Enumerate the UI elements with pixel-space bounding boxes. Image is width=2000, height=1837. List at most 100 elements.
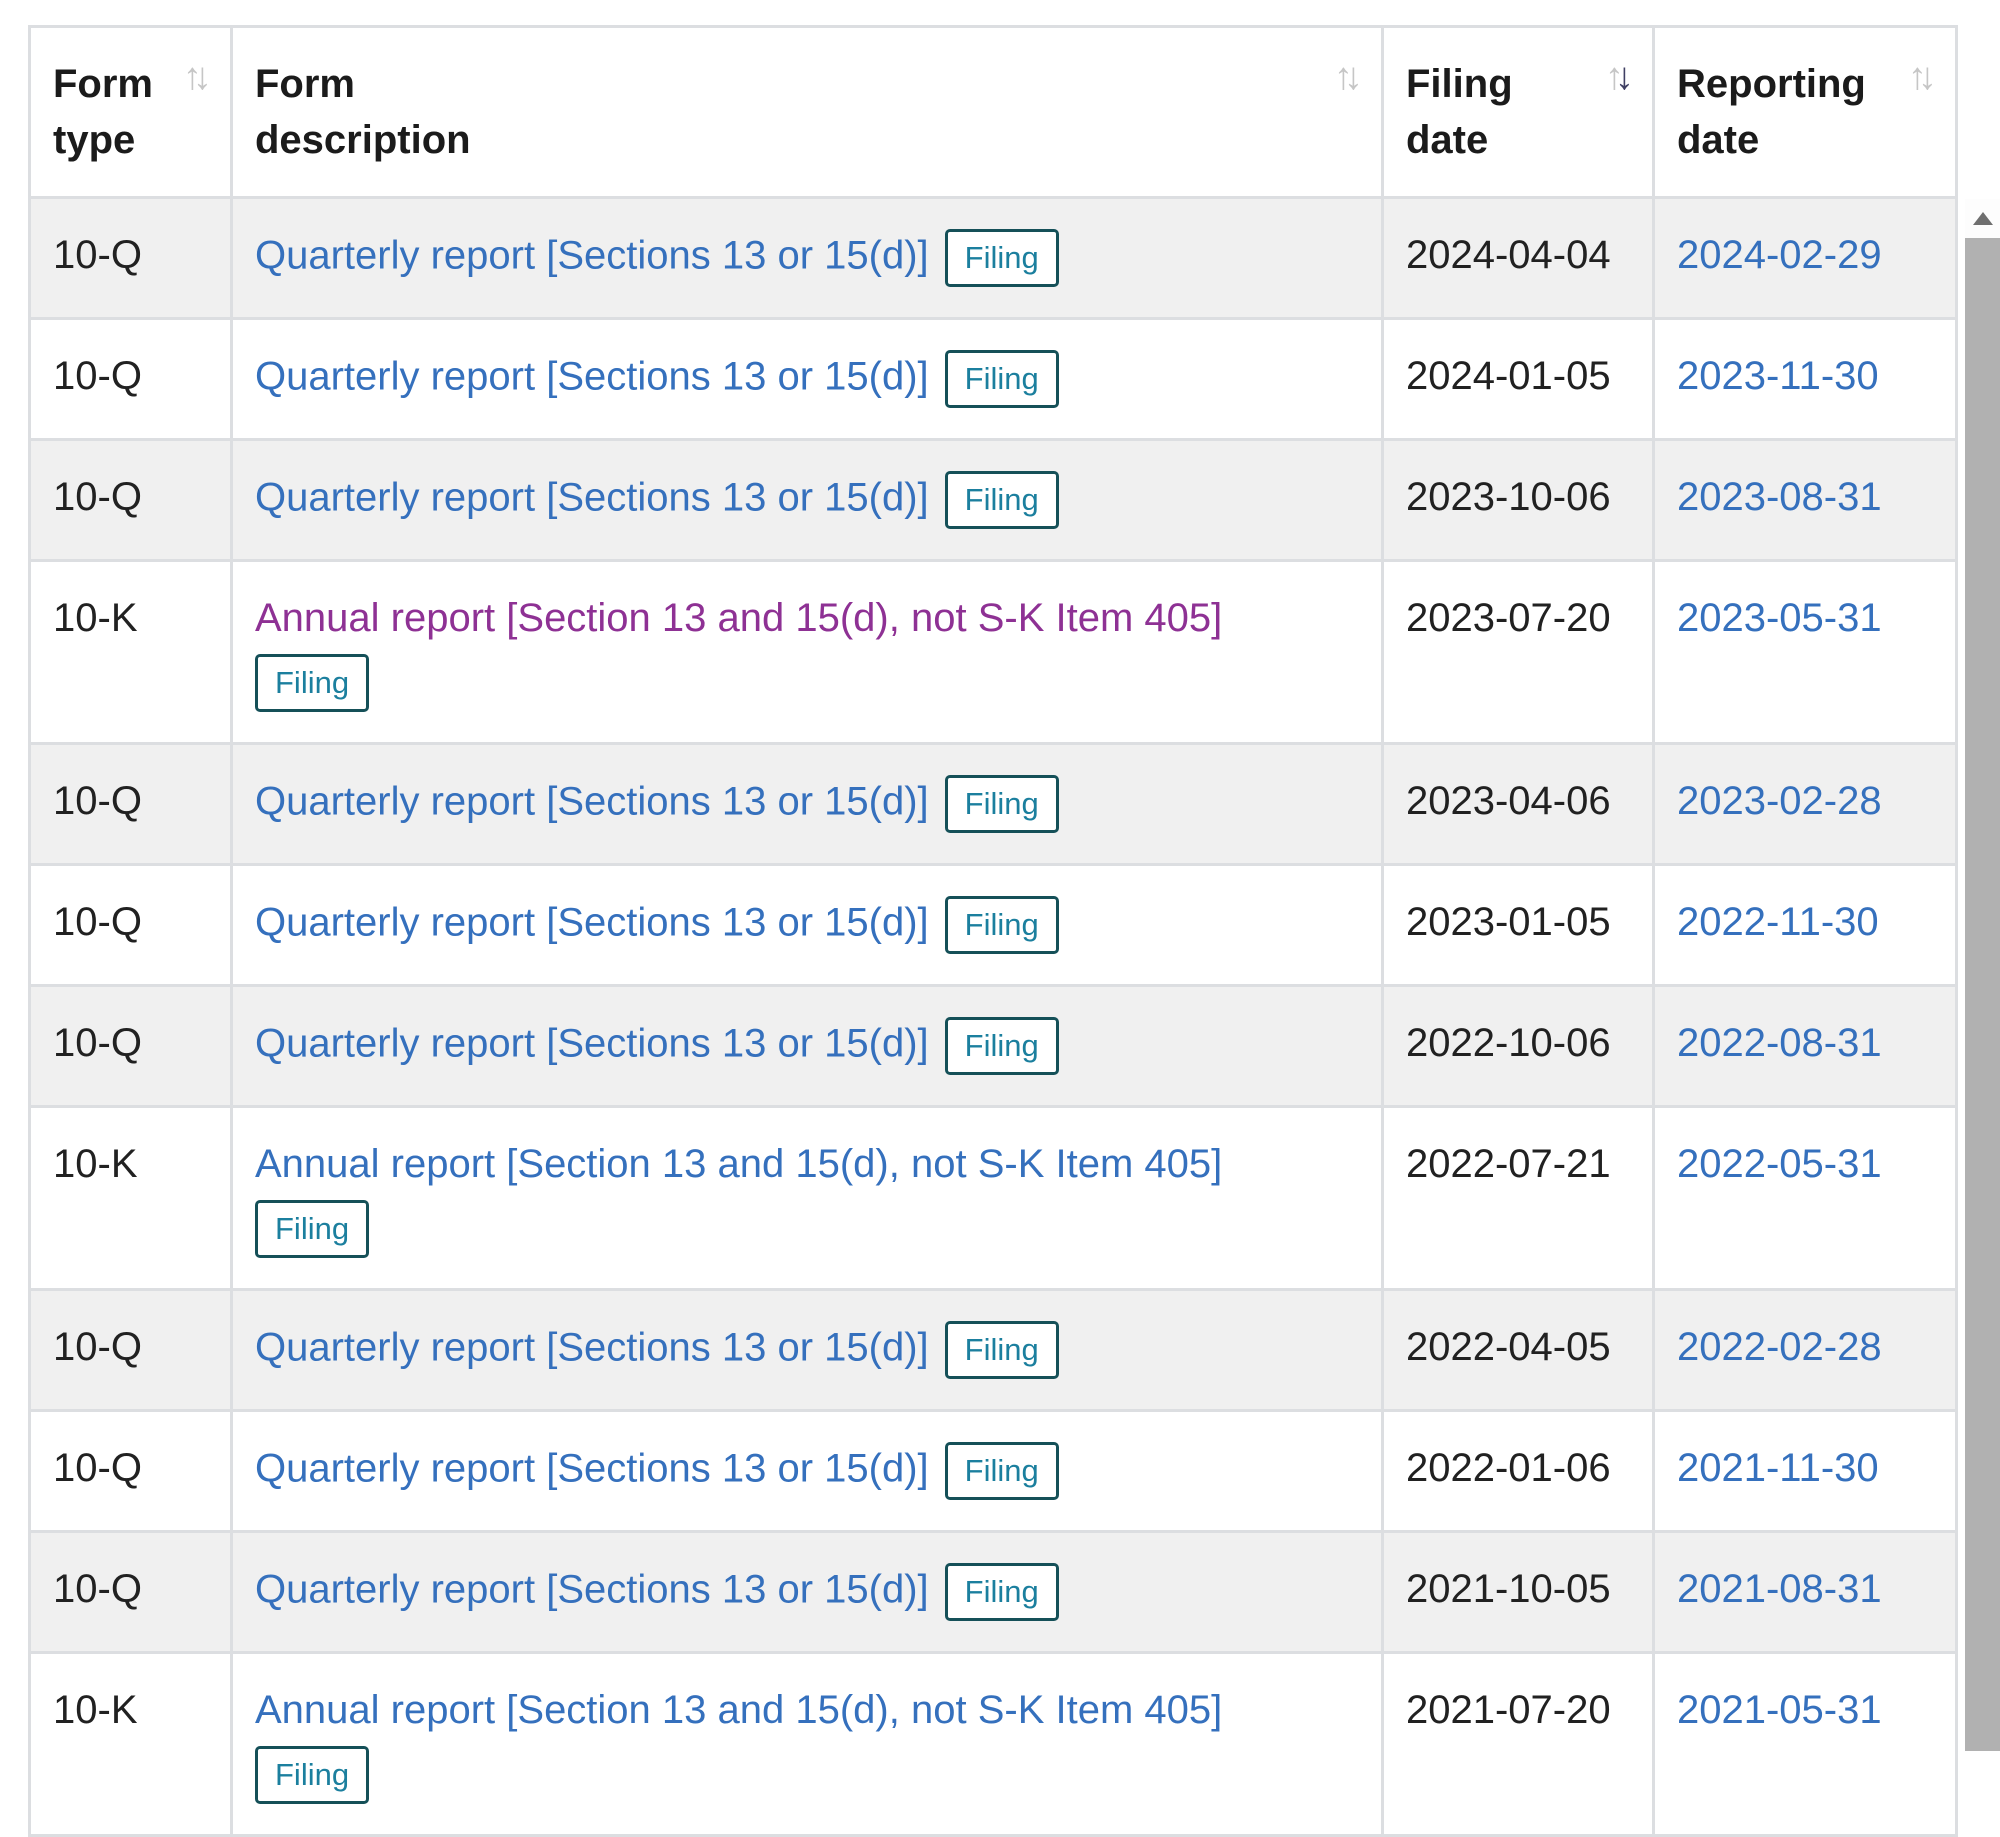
sort-down-arrow-icon: ↓ — [193, 56, 212, 98]
filing-date: 2023-01-05 — [1406, 900, 1611, 944]
reporting-date-link[interactable]: 2023-08-31 — [1677, 475, 1882, 519]
reporting-date-cell: 2023-08-31 — [1652, 438, 1958, 562]
form-description-cell: Quarterly report [Sections 13 or 15(d)] F… — [230, 438, 1384, 562]
table-body: 10-Q Quarterly report [Sections 13 or 15… — [28, 196, 1958, 1837]
reporting-date-link[interactable]: 2022-02-28 — [1677, 1325, 1882, 1369]
filing-button[interactable]: Filing — [944, 471, 1059, 529]
table-row: 10-Q Quarterly report [Sections 13 or 15… — [28, 984, 1958, 1108]
column-header-form-type[interactable]: Form type ↑↓ — [28, 25, 233, 199]
form-description-link[interactable]: Quarterly report [Sections 13 or 15(d)] — [255, 1325, 929, 1370]
form-description-link[interactable]: Annual report [Section 13 and 15(d), not… — [255, 1688, 1223, 1732]
scrollbar-thumb[interactable] — [1965, 238, 2000, 1751]
reporting-date-link[interactable]: 2022-11-30 — [1677, 900, 1879, 944]
filing-button[interactable]: Filing — [255, 654, 370, 712]
filing-button[interactable]: Filing — [944, 229, 1059, 287]
form-description-link[interactable]: Quarterly report [Sections 13 or 15(d)] — [255, 233, 929, 278]
reporting-date-link[interactable]: 2022-05-31 — [1677, 1142, 1882, 1186]
header-label-line1: Form — [255, 62, 355, 106]
reporting-date-cell: 2023-05-31 — [1652, 559, 1958, 745]
filing-button[interactable]: Filing — [944, 350, 1059, 408]
form-description-link[interactable]: Quarterly report [Sections 13 or 15(d)] — [255, 1446, 929, 1491]
reporting-date-cell: 2022-08-31 — [1652, 984, 1958, 1108]
column-header-filing-date[interactable]: Filing date ↑↓ — [1381, 25, 1655, 199]
filing-button[interactable]: Filing — [255, 1746, 370, 1804]
scrollbar-up-button[interactable] — [1965, 199, 2000, 238]
filing-button-wrap: Filing — [944, 1442, 1059, 1500]
form-type-cell: 10-Q — [28, 196, 233, 320]
filing-button[interactable]: Filing — [944, 1017, 1059, 1075]
form-description-link[interactable]: Quarterly report [Sections 13 or 15(d)] — [255, 1021, 929, 1066]
reporting-date-cell: 2021-05-31 — [1652, 1651, 1958, 1837]
header-label-line2: date — [1677, 118, 1760, 162]
reporting-date-cell: 2021-08-31 — [1652, 1530, 1958, 1654]
filing-date: 2021-10-05 — [1406, 1567, 1611, 1611]
filing-date-cell: 2022-07-21 — [1381, 1105, 1655, 1291]
sort-icon: ↑↓ — [1334, 58, 1363, 96]
filing-button-wrap: Filing — [944, 1563, 1059, 1621]
form-description-link[interactable]: Quarterly report [Sections 13 or 15(d)] — [255, 354, 929, 399]
form-description-cell: Quarterly report [Sections 13 or 15(d)] F… — [230, 1530, 1384, 1654]
sort-icon: ↑↓ — [183, 58, 212, 96]
filing-button[interactable]: Filing — [944, 1442, 1059, 1500]
form-type-cell: 10-Q — [28, 863, 233, 987]
reporting-date-link[interactable]: 2021-11-30 — [1677, 1446, 1879, 1490]
column-header-form-description[interactable]: Form description ↑↓ — [230, 25, 1384, 199]
form-type: 10-Q — [53, 1325, 142, 1369]
filing-date-cell: 2023-01-05 — [1381, 863, 1655, 987]
form-type: 10-Q — [53, 1567, 142, 1611]
header-label-line2: date — [1406, 118, 1489, 162]
filing-button[interactable]: Filing — [944, 775, 1059, 833]
form-description-link[interactable]: Quarterly report [Sections 13 or 15(d)] — [255, 900, 929, 945]
filing-date-cell: 2022-01-06 — [1381, 1409, 1655, 1533]
filing-button-wrap: Filing — [944, 350, 1059, 408]
filing-date-cell: 2024-04-04 — [1381, 196, 1655, 320]
reporting-date-link[interactable]: 2024-02-29 — [1677, 233, 1882, 277]
form-type: 10-Q — [53, 354, 142, 398]
reporting-date-cell: 2023-11-30 — [1652, 317, 1958, 441]
table-row: 10-Q Quarterly report [Sections 13 or 15… — [28, 742, 1958, 866]
header-row: Form type ↑↓ Form description ↑↓ Filing … — [28, 25, 1958, 199]
column-header-reporting-date[interactable]: Reporting date ↑↓ — [1652, 25, 1958, 199]
filing-date: 2022-10-06 — [1406, 1021, 1611, 1065]
filing-button-wrap: Filing — [944, 229, 1059, 287]
reporting-date-cell: 2022-02-28 — [1652, 1288, 1958, 1412]
reporting-date-cell: 2022-05-31 — [1652, 1105, 1958, 1291]
sort-up-arrow-icon: ↑ — [183, 56, 202, 98]
form-description-link[interactable]: Quarterly report [Sections 13 or 15(d)] — [255, 475, 929, 520]
vertical-scrollbar[interactable] — [1965, 199, 2000, 1751]
sort-icon: ↑↓ — [1908, 58, 1937, 96]
filing-date: 2023-07-20 — [1406, 596, 1611, 640]
filing-date-cell: 2023-07-20 — [1381, 559, 1655, 745]
filing-button[interactable]: Filing — [255, 1200, 370, 1258]
reporting-date-cell: 2022-11-30 — [1652, 863, 1958, 987]
filing-button[interactable]: Filing — [944, 1563, 1059, 1621]
reporting-date-link[interactable]: 2023-02-28 — [1677, 779, 1882, 823]
form-description-link[interactable]: Quarterly report [Sections 13 or 15(d)] — [255, 779, 929, 824]
reporting-date-link[interactable]: 2023-11-30 — [1677, 354, 1879, 398]
filing-date: 2021-07-20 — [1406, 1688, 1611, 1732]
sort-down-arrow-icon: ↓ — [1344, 56, 1363, 98]
form-type-cell: 10-Q — [28, 984, 233, 1108]
up-arrow-icon — [1972, 212, 1993, 225]
table-row: 10-Q Quarterly report [Sections 13 or 15… — [28, 317, 1958, 441]
filing-button-wrap: Filing — [944, 1017, 1059, 1075]
filing-button[interactable]: Filing — [944, 896, 1059, 954]
form-description-link[interactable]: Annual report [Section 13 and 15(d), not… — [255, 596, 1223, 640]
reporting-date-link[interactable]: 2021-05-31 — [1677, 1688, 1882, 1732]
form-type-cell: 10-Q — [28, 1409, 233, 1533]
reporting-date-link[interactable]: 2023-05-31 — [1677, 596, 1882, 640]
filing-button[interactable]: Filing — [944, 1321, 1059, 1379]
sort-up-arrow-icon: ↑ — [1908, 56, 1927, 98]
filing-date: 2023-10-06 — [1406, 475, 1611, 519]
filing-date-cell: 2021-10-05 — [1381, 1530, 1655, 1654]
filing-date-cell: 2022-10-06 — [1381, 984, 1655, 1108]
reporting-date-link[interactable]: 2022-08-31 — [1677, 1021, 1882, 1065]
form-type: 10-Q — [53, 779, 142, 823]
filing-date-cell: 2023-10-06 — [1381, 438, 1655, 562]
filing-date: 2022-07-21 — [1406, 1142, 1611, 1186]
form-description-link[interactable]: Quarterly report [Sections 13 or 15(d)] — [255, 1567, 929, 1612]
reporting-date-cell: 2023-02-28 — [1652, 742, 1958, 866]
reporting-date-link[interactable]: 2021-08-31 — [1677, 1567, 1882, 1611]
form-description-link[interactable]: Annual report [Section 13 and 15(d), not… — [255, 1142, 1223, 1186]
table-header: Form type ↑↓ Form description ↑↓ Filing … — [28, 25, 1958, 199]
